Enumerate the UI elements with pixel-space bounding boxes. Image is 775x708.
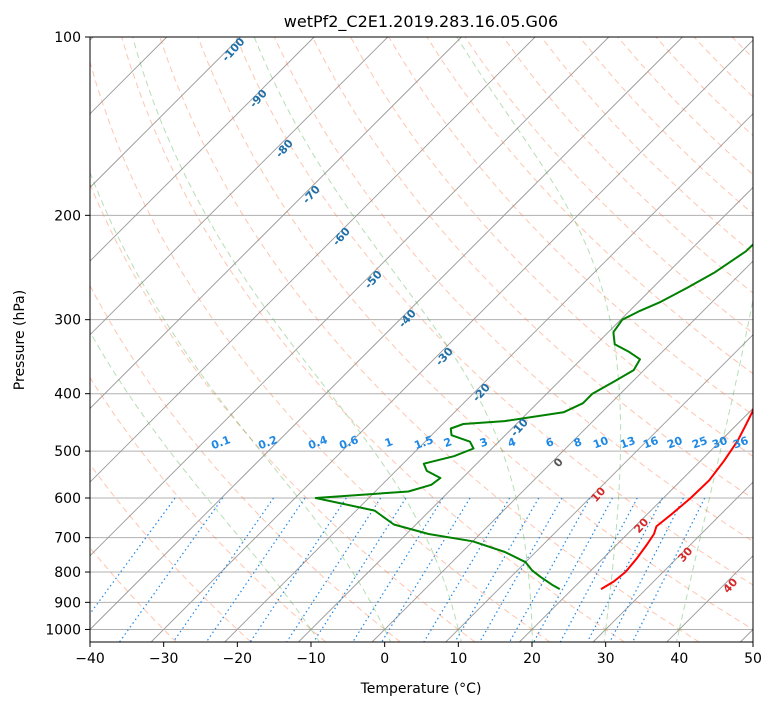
x-tick-label: 0 bbox=[380, 651, 389, 667]
y-tick-label: 700 bbox=[54, 531, 81, 547]
mixing-ratio-line bbox=[559, 497, 638, 642]
series-layer bbox=[314, 243, 753, 590]
moist-adiabat-line bbox=[384, 629, 391, 642]
mixing-ratio-line bbox=[381, 497, 471, 642]
isotherm-line bbox=[445, 334, 753, 642]
isotherm-line bbox=[90, 37, 315, 262]
mixing-ratio-line bbox=[509, 497, 591, 642]
y-tick-label: 200 bbox=[54, 208, 81, 224]
mixing-ratio-label: 10 bbox=[591, 434, 610, 452]
x-tick-label: −20 bbox=[223, 651, 253, 667]
dry-adiabat-line bbox=[159, 37, 700, 642]
mixing-ratio-line bbox=[352, 497, 444, 642]
mixing-ratio-line bbox=[533, 497, 613, 642]
chart-title: wetPf2_C2E1.2019.283.16.05.G06 bbox=[284, 12, 558, 32]
isotherm-line bbox=[519, 407, 753, 642]
x-tick-label: −40 bbox=[75, 651, 105, 667]
mixing-ratio-label: 1.5 bbox=[412, 433, 435, 452]
mixing-ratio-label: 2 bbox=[442, 435, 454, 450]
dry-adiabat-line bbox=[235, 37, 753, 586]
y-tick-label: 600 bbox=[54, 491, 81, 507]
isotherm-line bbox=[298, 186, 753, 642]
mixing-ratio-line bbox=[423, 497, 511, 642]
dry-adiabat-line bbox=[197, 37, 753, 630]
moist-adiabat-line bbox=[90, 171, 386, 630]
grid-layer bbox=[90, 37, 753, 642]
y-tick-label: 500 bbox=[54, 444, 81, 460]
y-tick-label: 300 bbox=[54, 313, 81, 329]
plot-frame bbox=[89, 36, 754, 643]
mixing-ratio-line bbox=[286, 497, 382, 642]
mixing-ratio-line bbox=[586, 497, 664, 642]
moist-adiabat-line bbox=[253, 37, 533, 630]
mixing-ratio-label: 0.2 bbox=[256, 433, 279, 452]
dry-adiabat-line bbox=[90, 60, 551, 642]
x-axis-label: Temperature (°C) bbox=[360, 681, 482, 697]
isotherm-line bbox=[90, 37, 389, 336]
mixing-ratio-label: 30 bbox=[710, 434, 729, 452]
moist-adiabat-line bbox=[457, 629, 462, 642]
x-tick-label: −10 bbox=[296, 651, 326, 667]
dry-adiabat-line bbox=[90, 463, 252, 642]
x-tick-label: −30 bbox=[149, 651, 179, 667]
y-tick-label: 1000 bbox=[45, 622, 81, 638]
mixing-ratio-label: 20 bbox=[665, 434, 684, 452]
mixing-ratio-line bbox=[249, 497, 347, 642]
isotherm-line bbox=[592, 481, 753, 642]
mixing-ratio-label: 3 bbox=[478, 435, 490, 450]
mixing-ratio-label: 25 bbox=[690, 434, 709, 451]
moist-adiabat-line bbox=[603, 629, 607, 642]
dewpoint-line bbox=[314, 243, 753, 590]
mixing-ratio-label: 0.6 bbox=[337, 433, 360, 452]
mixing-ratio-label: 36 bbox=[731, 434, 750, 452]
moist-adiabat-line bbox=[310, 629, 320, 642]
isotherm-line bbox=[90, 37, 683, 631]
dry-adiabat-line bbox=[311, 37, 753, 500]
isotherm-line bbox=[90, 37, 462, 410]
y-tick-label: 900 bbox=[54, 595, 81, 611]
isotherm-line bbox=[90, 37, 241, 189]
x-tick-label: 30 bbox=[597, 651, 615, 667]
mixing-ratio-line bbox=[205, 497, 306, 642]
isotherm-line bbox=[150, 39, 753, 642]
y-tick-label: 100 bbox=[54, 30, 81, 46]
y-tick-label: 800 bbox=[54, 565, 81, 581]
isotherm-line bbox=[90, 37, 536, 483]
isotherm-line bbox=[224, 113, 753, 642]
mixing-ratio-line bbox=[479, 497, 563, 642]
mixing-ratio-label: 0.1 bbox=[209, 433, 232, 452]
mixing-ratio-line bbox=[313, 497, 407, 642]
mixing-ratio-line bbox=[454, 497, 540, 642]
temperature-line bbox=[600, 406, 753, 590]
moist-adiabat-line bbox=[676, 629, 680, 642]
mixing-ratio-label: 6 bbox=[544, 435, 556, 450]
dry-adiabat-line bbox=[502, 37, 753, 294]
mixing-ratio-label: 16 bbox=[641, 434, 660, 452]
moist-adiabat-line bbox=[132, 37, 459, 630]
dry-adiabat-line bbox=[273, 37, 753, 543]
x-axis: −40 −30 −20 −10 0 10 20 30 40 50 bbox=[75, 642, 762, 667]
moist-adiabat-line bbox=[456, 37, 622, 630]
moist-adiabat-line bbox=[90, 330, 312, 630]
moist-adiabat-line bbox=[678, 296, 753, 630]
isotherm-line bbox=[90, 37, 610, 557]
x-tick-label: 20 bbox=[523, 651, 541, 667]
mixing-ratio-label: 1 bbox=[383, 435, 395, 450]
x-tick-label: 10 bbox=[449, 651, 467, 667]
mixing-ratio-label: 13 bbox=[618, 434, 637, 451]
mixing-ratio-label: 4 bbox=[506, 435, 518, 450]
y-axis-label: Pressure (hPa) bbox=[12, 290, 28, 390]
y-axis: 100 200 300 400 500 600 700 800 900 1000 bbox=[45, 30, 90, 638]
y-tick-label: 400 bbox=[54, 387, 81, 403]
mixing-ratio-label: 8 bbox=[572, 435, 584, 450]
x-tick-label: 50 bbox=[744, 651, 762, 667]
mixing-ratio-label: 0.4 bbox=[306, 433, 329, 452]
background-lines bbox=[90, 37, 753, 642]
x-tick-label: 40 bbox=[670, 651, 688, 667]
